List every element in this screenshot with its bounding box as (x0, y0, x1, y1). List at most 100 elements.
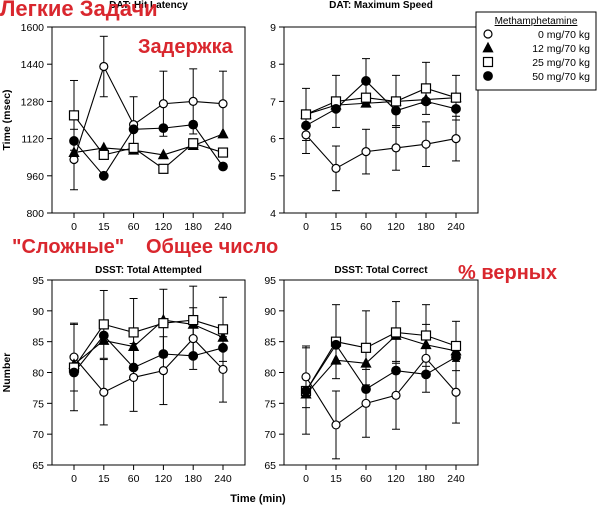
series-line (305, 87, 457, 115)
data-point: 25 mg/70 kg: 86.5 (128, 327, 139, 338)
data-point: 25 mg/70 kg: 88.5 (188, 314, 199, 326)
series-line (73, 334, 224, 373)
data-point: 25 mg/70 kg: 990 (158, 163, 169, 174)
annotation-hard-tasks: "Сложные" (12, 236, 125, 258)
chart-panel: DSST: Total Correct 65 70 75 80 85 90 95 0 15 60 12… (264, 265, 479, 485)
data-point: 50 mg/70 kg: 84 (218, 342, 228, 353)
y-tick-label: 4 (270, 208, 276, 220)
data-point: 50 mg/70 kg: 7.55 (361, 76, 371, 86)
plot-frame (283, 26, 479, 214)
data-point: 50 mg/70 kg: 6.8 (331, 103, 341, 114)
data-point: 12 mg/70 kg: 1050 (157, 148, 169, 160)
data-point: 25 mg/70 kg: 1220 (68, 110, 80, 121)
series-line (305, 357, 457, 426)
data-point: 50 mg/70 kg: 82.7 (188, 350, 199, 361)
legend-marker (482, 56, 494, 68)
x-tick-label: 15 (330, 473, 342, 485)
data-point: 25 mg/70 kg: 84 (360, 342, 372, 353)
data-point: 0 mg/70 kg: 1280 (188, 96, 198, 107)
series-line (305, 334, 457, 395)
y-tick-label: 1600 (21, 22, 45, 34)
annotation-percent-correct: % верных (458, 262, 557, 284)
data-point: 50 mg/70 kg: 77 (301, 386, 311, 396)
series-line (305, 134, 457, 170)
y-tick-label: 800 (26, 208, 44, 220)
data-point: 25 mg/70 kg: 6.65 (300, 109, 312, 120)
data-point: 0 mg/70 kg: 5.85 (421, 139, 431, 149)
y-tick-label: 7 (270, 96, 276, 108)
data-point: 12 mg/70 kg: 85.7 (217, 331, 229, 342)
x-tick-label: 60 (128, 221, 140, 233)
data-point: 50 mg/70 kg: 1160 (128, 124, 139, 135)
data-point: 25 mg/70 kg: 86 (420, 330, 432, 341)
annotation-latency: Задержка (138, 36, 233, 58)
data-point: 50 mg/70 kg: 1180 (188, 119, 199, 130)
y-tick-label: 70 (264, 429, 276, 441)
plot-frame (283, 279, 479, 466)
x-tick-label: 240 (447, 473, 465, 485)
data-point: 0 mg/70 kg: 76.8 (451, 387, 461, 397)
data-point: 0 mg/70 kg: 5.65 (361, 147, 371, 157)
x-tick-label: 15 (330, 221, 342, 233)
data-point: 0 mg/70 kg: 79.2 (129, 372, 139, 383)
data-point: 50 mg/70 kg: 7 (421, 96, 431, 107)
data-point: 25 mg/70 kg: 88 (158, 318, 169, 329)
y-axis-label: Time (msec) (1, 89, 13, 150)
y-tick-label: 85 (32, 337, 44, 349)
data-point: 50 mg/70 kg: 83 (158, 349, 169, 359)
data-point: 12 mg/70 kg: 1140 (217, 127, 229, 139)
data-point: 25 mg/70 kg: 86.5 (390, 327, 402, 338)
y-tick-label: 80 (32, 368, 44, 380)
data-point: 50 mg/70 kg: 80.3 (391, 365, 401, 376)
series-line (73, 319, 224, 365)
data-point: 50 mg/70 kg: 6.75 (391, 105, 401, 116)
x-tick-label: 180 (184, 221, 202, 233)
series-line (305, 343, 457, 392)
data-point: 0 mg/70 kg: 1270 (158, 99, 168, 109)
y-tick-label: 95 (32, 275, 44, 287)
legend-marker (483, 29, 493, 39)
y-tick-label: 75 (32, 398, 44, 410)
data-point: 25 mg/70 kg: 84.3 (450, 340, 462, 352)
series-line (305, 331, 457, 392)
legend-marker (483, 71, 493, 81)
data-point: 25 mg/70 kg: 1080 (128, 142, 139, 153)
y-tick-label: 90 (32, 306, 44, 318)
data-point: 25 mg/70 kg: 87.8 (98, 319, 109, 330)
x-tick-label: 0 (71, 473, 77, 485)
data-point: 12 mg/70 kg: 84.5 (420, 338, 432, 350)
y-tick-label: 65 (264, 460, 276, 472)
chart-title: DAT: Hit Latency (109, 0, 188, 11)
data-point: 50 mg/70 kg: 86 (98, 330, 109, 341)
series-line (305, 97, 457, 115)
data-point: 0 mg/70 kg: 82.3 (421, 353, 431, 363)
legend-title: Methamphetamine (495, 16, 578, 27)
chart-panel: DAT: Maximum Speed 4 5 6 7 8 9 0 15 60 120 180 240 0 … (270, 0, 479, 233)
y-tick-label: 90 (264, 306, 276, 318)
data-point: 0 mg/70 kg: 79.3 (301, 372, 311, 382)
x-tick-label: 120 (155, 473, 173, 485)
data-point: 0 mg/70 kg: 85.5 (188, 333, 198, 344)
legend-label: 50 mg/70 kg (532, 71, 590, 83)
data-point: 0 mg/70 kg: 1270 (218, 99, 228, 109)
y-tick-label: 1440 (21, 59, 45, 71)
x-tick-label: 240 (447, 221, 465, 233)
data-point: 50 mg/70 kg: 80 (69, 367, 79, 378)
plot-frame (51, 279, 246, 466)
x-tick-label: 180 (417, 473, 435, 485)
data-point: 50 mg/70 kg: 79.7 (421, 369, 431, 380)
data-point: 25 mg/70 kg: 7.1 (360, 92, 372, 103)
data-point: 25 mg/70 kg: 7.35 (420, 83, 432, 94)
data-point: 0 mg/70 kg: 6.1 (301, 130, 311, 140)
data-point: 0 mg/70 kg: 1430 (99, 61, 109, 72)
data-point: 0 mg/70 kg: 5.2 (331, 163, 341, 173)
annotation-total-count: Общее число (146, 236, 279, 258)
x-axis-label: Time (min) (230, 493, 286, 505)
chart-title: DSST: Total Attempted (95, 265, 202, 276)
legend-label: 12 mg/70 kg (532, 43, 590, 55)
x-tick-label: 120 (387, 221, 405, 233)
y-tick-label: 8 (270, 59, 276, 71)
x-tick-label: 60 (360, 473, 372, 485)
y-tick-label: 70 (32, 429, 44, 441)
